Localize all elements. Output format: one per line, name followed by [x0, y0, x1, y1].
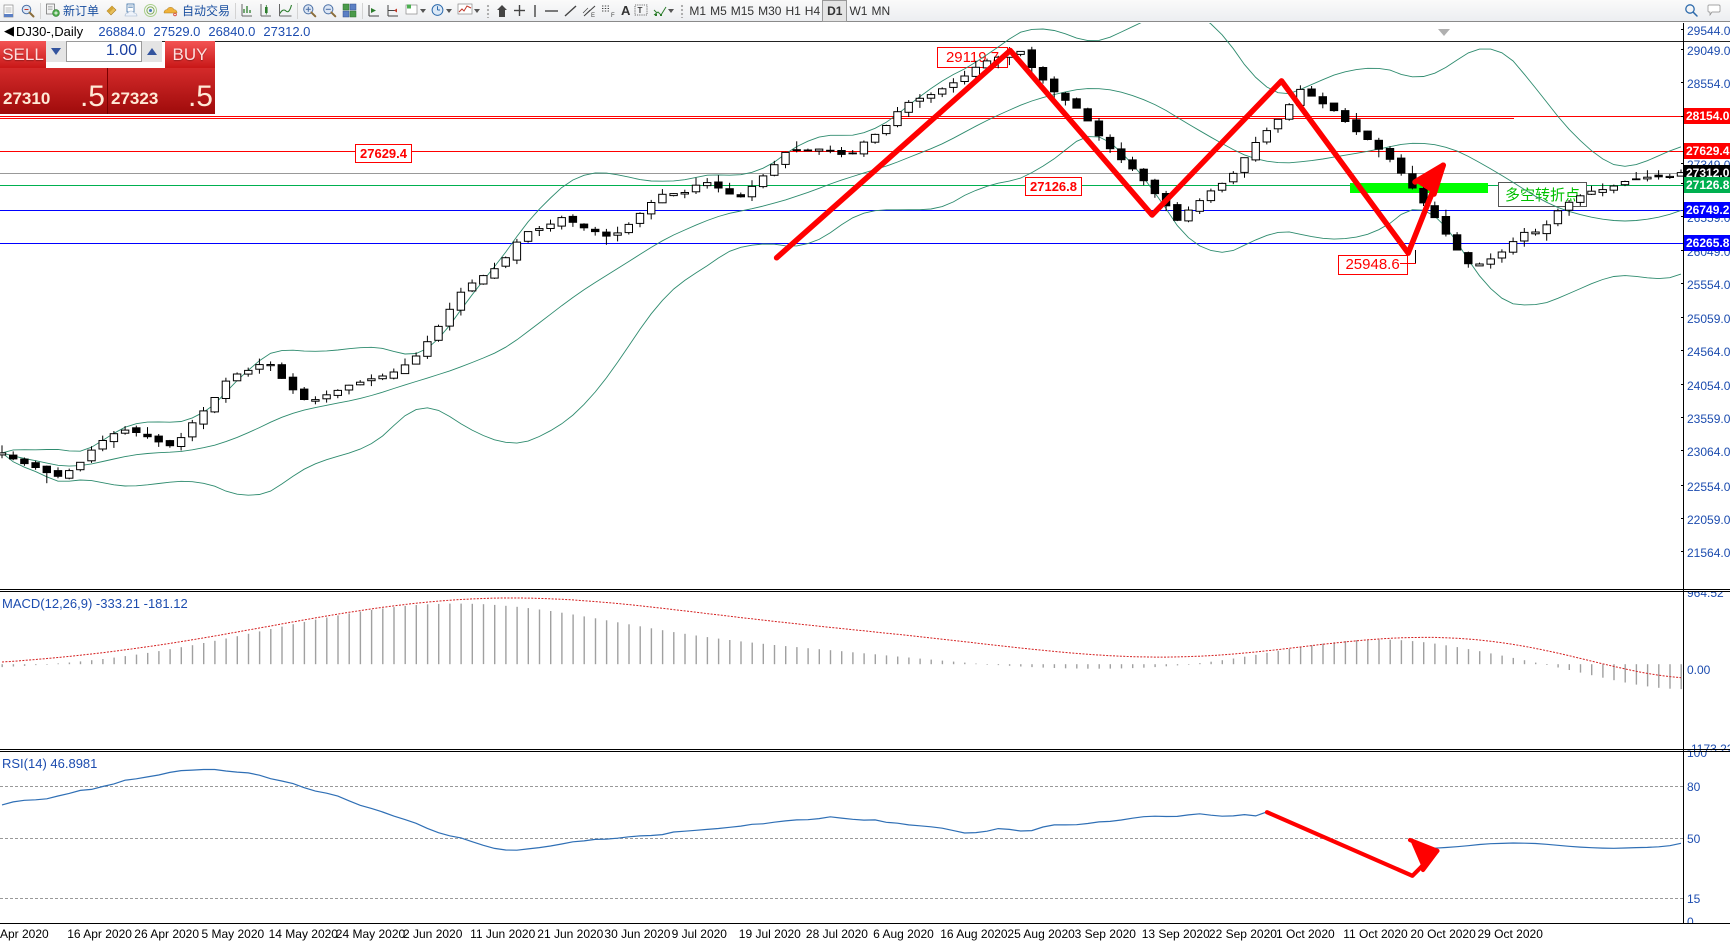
svg-text:T: T: [638, 6, 643, 15]
svg-text:E: E: [591, 13, 595, 18]
svg-text:F: F: [611, 13, 615, 18]
